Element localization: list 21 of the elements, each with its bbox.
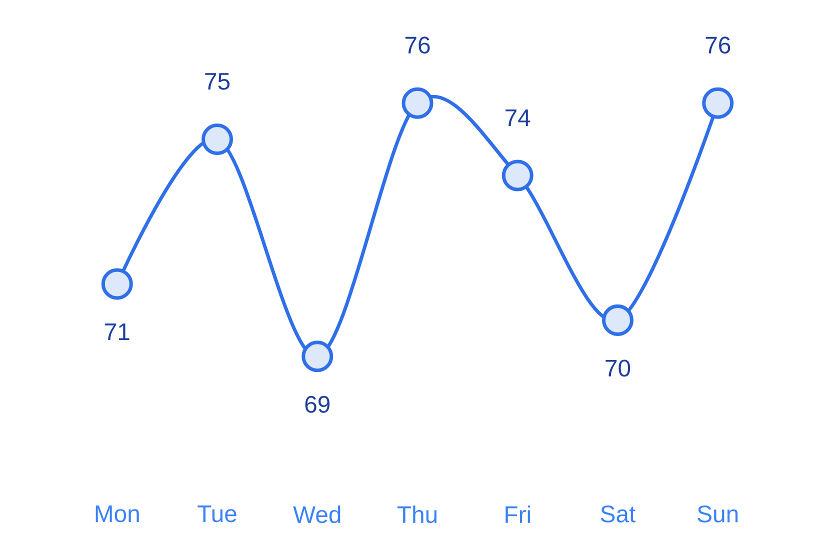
x-tick-label: Sun xyxy=(698,506,738,522)
x-tick-label: Sat xyxy=(600,506,636,522)
point xyxy=(202,124,234,156)
x-tick-label: Mon xyxy=(96,506,139,522)
point xyxy=(101,268,133,300)
x-tick-label: Fri xyxy=(506,506,530,523)
data-label: 71 xyxy=(105,324,130,340)
point xyxy=(302,340,334,372)
data-label: 76 xyxy=(706,36,730,54)
data-label: 70 xyxy=(606,360,630,377)
x-tick-label: Wed xyxy=(293,506,340,524)
x-tick-label: Thu xyxy=(397,506,437,524)
point xyxy=(402,87,434,119)
data-label: 74 xyxy=(506,109,530,126)
data-label: 76 xyxy=(405,36,430,54)
point xyxy=(502,160,534,192)
point xyxy=(702,87,734,119)
point xyxy=(602,304,634,336)
data-label: 75 xyxy=(205,73,230,90)
data-label: 69 xyxy=(305,396,330,413)
x-tick-label: Tue xyxy=(198,506,236,522)
